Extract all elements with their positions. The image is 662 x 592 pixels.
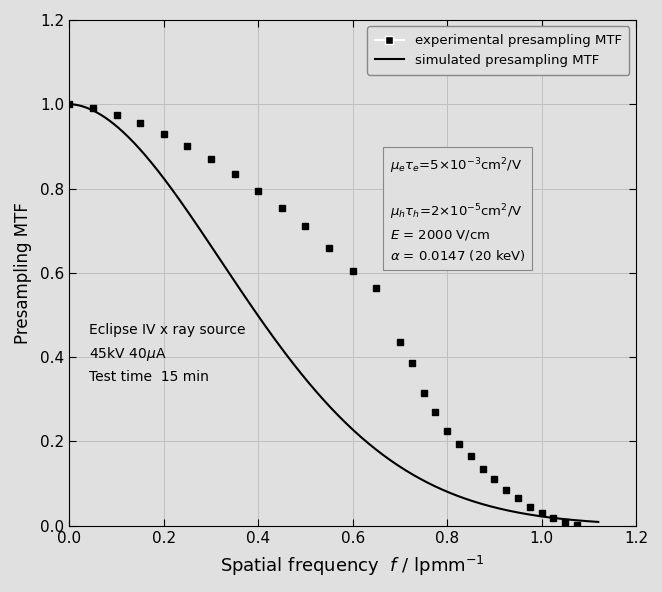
Text: $\mu_e\tau_e$=5$\times$10$^{-3}$cm$^2$/V

$\mu_h\tau_h$=2$\times$10$^{-5}$cm$^2$: $\mu_e\tau_e$=5$\times$10$^{-3}$cm$^2$/V… — [389, 156, 526, 263]
Text: Eclipse IV x ray source
45kV 40$\mu$A
Test time  15 min: Eclipse IV x ray source 45kV 40$\mu$A Te… — [89, 323, 246, 384]
Legend: experimental presampling MTF, simulated presampling MTF: experimental presampling MTF, simulated … — [367, 27, 630, 75]
Y-axis label: Presampling MTF: Presampling MTF — [14, 202, 32, 344]
X-axis label: Spatial frequency  $f$ / lpmm$^{-1}$: Spatial frequency $f$ / lpmm$^{-1}$ — [220, 554, 485, 578]
